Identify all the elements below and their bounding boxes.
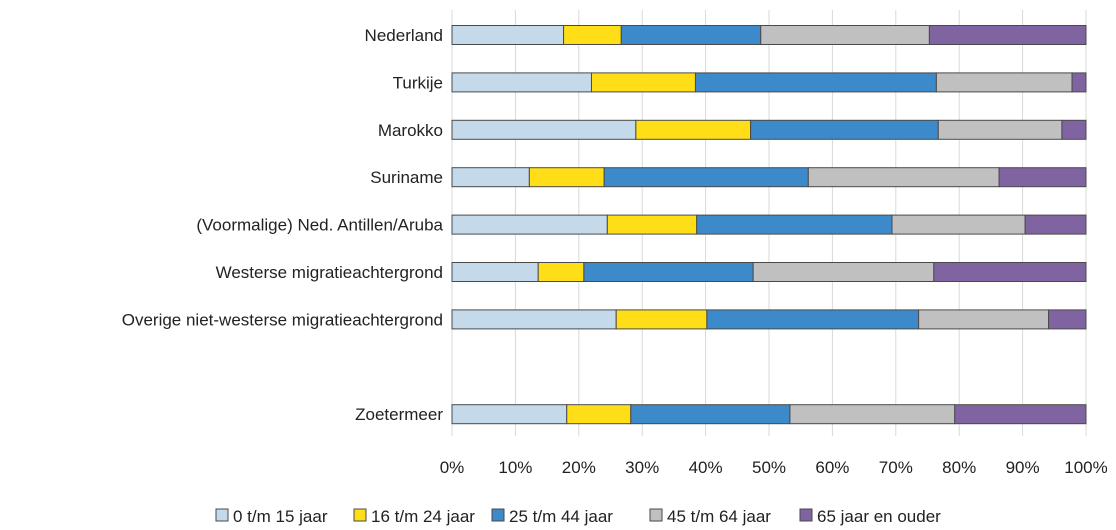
category-labels: Nederland Turkije Marokko Suriname (Voormali… [122, 26, 444, 424]
bar-segment [1071, 72, 1087, 93]
bar-segment [954, 404, 1087, 425]
bar-segment [998, 167, 1087, 188]
bar-segment [760, 25, 930, 45]
x-tick-label: 20% [562, 458, 596, 477]
bar-segment [528, 167, 605, 188]
bar-segment [451, 404, 568, 425]
x-tick-label: 90% [1006, 458, 1040, 477]
bar-segment [891, 214, 1026, 235]
bar-segment [1048, 309, 1087, 330]
x-tick-label: 30% [625, 458, 659, 477]
category-label: Zoetermeer [355, 405, 443, 424]
bar-segment [451, 119, 637, 140]
x-tick-label: 10% [498, 458, 532, 477]
bar-segment [451, 262, 539, 282]
legend-label: 16 t/m 24 jaar [371, 507, 475, 526]
bar-segment [1024, 214, 1087, 235]
bar-segment [752, 262, 935, 282]
category-label: Turkije [393, 73, 443, 92]
x-tick-label: 50% [752, 458, 786, 477]
bar-segment [630, 404, 791, 425]
x-tick-label: 80% [942, 458, 976, 477]
bar-segment [451, 25, 565, 45]
bar-segment [807, 167, 1000, 188]
bar-segment [563, 25, 622, 45]
legend-swatch [649, 508, 663, 522]
bar-segment [583, 262, 754, 282]
category-label: Marokko [378, 121, 443, 140]
bar-segment [537, 262, 585, 282]
bars [451, 25, 1087, 425]
bar-segment [696, 214, 893, 235]
x-tick-label: 60% [815, 458, 849, 477]
bar-segment [1061, 119, 1087, 140]
bar-segment [603, 167, 809, 188]
legend-label: 0 t/m 15 jaar [233, 507, 328, 526]
bar-segment [789, 404, 956, 425]
legend-swatch [215, 508, 229, 522]
x-axis-tick-labels: 0% 10% 20% 30% 40% 50% 60% 70% 80% 90% 100% [440, 458, 1108, 477]
bar-segment [615, 309, 708, 330]
bar-segment [706, 309, 920, 330]
bar-segment [451, 72, 592, 93]
category-label: Suriname [370, 168, 443, 187]
bar-segment [937, 119, 1063, 140]
bar-segment [566, 404, 632, 425]
legend-swatch [799, 508, 813, 522]
x-tick-label: 40% [689, 458, 723, 477]
category-label: Westerse migratieachtergrond [216, 263, 443, 282]
bar-segment [928, 25, 1087, 45]
category-label: Overige niet-westerse migratieachtergron… [122, 310, 443, 329]
legend-swatch [491, 508, 505, 522]
legend: 0 t/m 15 jaar 16 t/m 24 jaar 25 t/m 44 jaa… [215, 507, 941, 526]
legend-label: 45 t/m 64 jaar [667, 507, 771, 526]
legend-swatch [353, 508, 367, 522]
bar-segment [590, 72, 696, 93]
bar-segment [606, 214, 698, 235]
bar-segment [451, 309, 617, 330]
x-tick-label: 100% [1064, 458, 1107, 477]
bar-segment [694, 72, 937, 93]
bar-segment [635, 119, 752, 140]
legend-label: 65 jaar en ouder [817, 507, 941, 526]
bar-segment [750, 119, 939, 140]
category-label: Nederland [365, 26, 443, 45]
x-tick-label: 70% [879, 458, 913, 477]
bar-segment [451, 167, 530, 188]
x-tick-label: 0% [440, 458, 465, 477]
category-label: (Voormalige) Ned. Antillen/Aruba [196, 216, 443, 235]
bar-segment [935, 72, 1073, 93]
legend-label: 25 t/m 44 jaar [509, 507, 613, 526]
bar-segment [933, 262, 1087, 282]
bar-segment [451, 214, 608, 235]
bar-segment [620, 25, 762, 45]
bar-segment [918, 309, 1050, 330]
